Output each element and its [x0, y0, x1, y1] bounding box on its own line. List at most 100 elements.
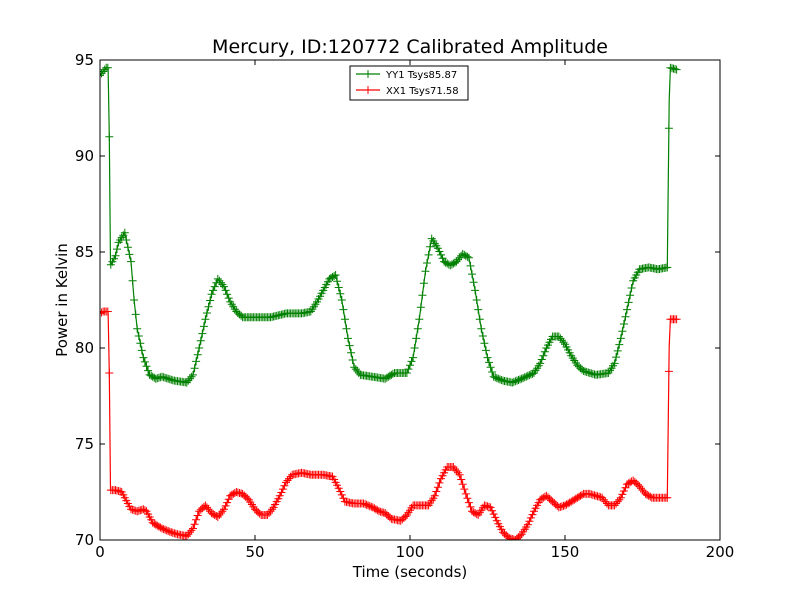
- data-point: [416, 303, 425, 312]
- data-point: [339, 305, 348, 314]
- y-tick-label: 85: [75, 243, 94, 261]
- data-point: [565, 498, 574, 507]
- data-point: [134, 332, 143, 340]
- data-point: [430, 491, 439, 500]
- data-point: [413, 324, 422, 333]
- data-point: [202, 309, 211, 317]
- data-point: [330, 272, 339, 280]
- data-point: [187, 526, 196, 535]
- series-markers-1: [100, 63, 681, 387]
- data-point: [209, 510, 218, 519]
- data-point: [464, 253, 473, 262]
- data-point: [223, 290, 232, 299]
- data-point: [193, 511, 202, 520]
- data-point: [334, 484, 343, 493]
- data-point: [187, 372, 196, 381]
- data-point: [526, 513, 535, 522]
- data-point: [388, 369, 397, 378]
- data-point: [344, 334, 352, 343]
- data-point: [528, 510, 537, 519]
- data-point: [221, 501, 230, 510]
- data-point: [466, 502, 475, 511]
- data-point: [421, 267, 430, 276]
- data-point: [206, 296, 215, 305]
- legend-marker-2: [364, 86, 372, 94]
- y-axis-label: Power in Kelvin: [53, 243, 71, 357]
- data-point: [455, 470, 464, 479]
- data-point: [540, 347, 549, 356]
- data-point: [460, 485, 469, 494]
- data-point: [519, 374, 528, 382]
- data-point: [133, 324, 142, 333]
- data-point: [509, 377, 518, 386]
- data-point: [435, 247, 444, 256]
- chart-title: Mercury, ID:120772 Calibrated Amplitude: [212, 36, 608, 58]
- data-point: [140, 506, 149, 515]
- data-point: [664, 367, 673, 376]
- data-point: [100, 69, 106, 78]
- data-point: [204, 302, 213, 311]
- data-point: [136, 339, 145, 348]
- y-axis: 70 75 80 85 90 95: [75, 51, 720, 549]
- data-point: [223, 498, 232, 507]
- data-point: [536, 359, 545, 368]
- data-point: [103, 307, 112, 316]
- data-point: [278, 485, 287, 494]
- data-point: [623, 305, 631, 314]
- data-point: [190, 520, 199, 529]
- data-point: [192, 357, 201, 366]
- data-point: [523, 520, 532, 529]
- data-point: [616, 493, 625, 502]
- data-point: [120, 228, 129, 237]
- x-tick-label: 0: [95, 543, 105, 561]
- data-point: [624, 298, 633, 307]
- data-point: [539, 351, 548, 360]
- data-point: [199, 322, 208, 331]
- data-point: [277, 488, 286, 497]
- series-markers-2: [100, 307, 681, 540]
- data-point: [142, 362, 151, 371]
- data-point: [438, 254, 447, 263]
- data-point: [122, 236, 131, 244]
- data-point: [337, 296, 346, 304]
- data-point: [334, 283, 343, 292]
- data-point: [486, 503, 495, 512]
- data-point: [347, 348, 356, 357]
- data-point: [280, 481, 289, 490]
- x-tick-label: 200: [706, 543, 735, 561]
- data-point: [364, 501, 373, 510]
- data-point: [525, 517, 534, 526]
- data-point: [218, 507, 227, 516]
- data-point: [128, 276, 137, 285]
- data-point: [406, 361, 414, 370]
- data-point: [209, 286, 218, 295]
- data-point: [373, 506, 382, 515]
- data-point: [224, 495, 233, 504]
- data-point: [457, 475, 466, 484]
- data-point: [418, 291, 427, 300]
- data-point: [195, 344, 204, 352]
- data-point: [201, 315, 210, 324]
- data-point: [672, 65, 681, 74]
- legend-box: [349, 65, 469, 101]
- data-point: [218, 280, 227, 289]
- data-point: [664, 124, 673, 133]
- data-point: [342, 324, 351, 333]
- data-point: [105, 369, 114, 377]
- data-point: [189, 370, 197, 379]
- data-point: [137, 346, 146, 355]
- x-tick-label: 150: [551, 543, 580, 561]
- data-point: [140, 357, 149, 366]
- data-point: [463, 252, 472, 261]
- data-point: [475, 315, 484, 324]
- data-point: [156, 523, 165, 532]
- data-point: [139, 353, 148, 362]
- data-point: [464, 498, 473, 507]
- plot-area: [99, 59, 721, 541]
- data-point: [618, 490, 627, 499]
- data-point: [621, 483, 630, 492]
- data-point: [486, 363, 495, 372]
- data-point: [627, 284, 636, 292]
- data-point: [571, 494, 580, 503]
- data-point: [613, 346, 622, 355]
